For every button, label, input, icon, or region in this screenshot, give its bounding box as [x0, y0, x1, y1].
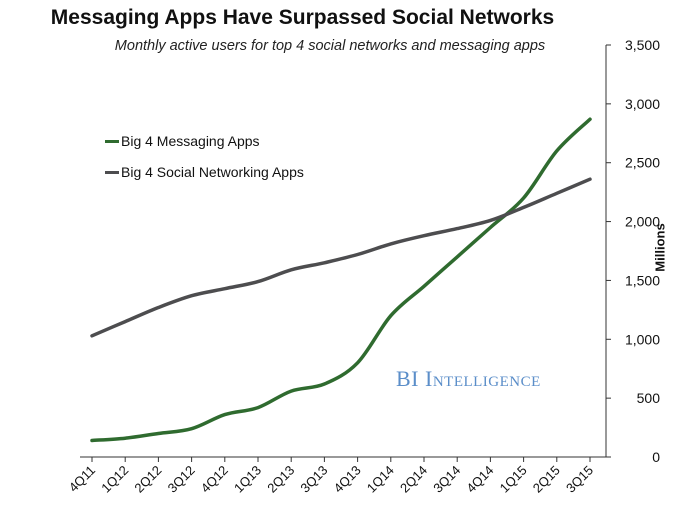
bi-intelligence-watermark: BI Intelligence	[396, 366, 541, 391]
y-tick-label: 2,000	[625, 214, 660, 230]
y-axis-label: Millions	[652, 223, 668, 272]
x-tick-label: 3Q13	[297, 463, 330, 496]
y-tick-label: 0	[652, 449, 660, 465]
x-tick-label: 4Q11	[66, 463, 98, 495]
legend-swatch-social	[105, 170, 119, 174]
x-tick-label: 1Q12	[98, 463, 131, 496]
x-tick-label: 2Q14	[397, 463, 430, 496]
legend-label-social: Big 4 Social Networking Apps	[121, 164, 304, 180]
x-tick-label: 3Q14	[430, 463, 463, 496]
x-tick-label: 2Q15	[530, 463, 563, 496]
x-tick-label: 1Q13	[231, 463, 264, 496]
series-line-1	[90, 177, 592, 338]
y-tick-label: 3,500	[625, 37, 660, 53]
series-lines	[90, 117, 592, 443]
x-tick-label: 4Q14	[463, 463, 496, 496]
y-tick-label: 3,000	[625, 96, 660, 112]
x-axis: 4Q11 1Q12 2Q12 3Q12 4Q12 1Q13 2Q13 3Q13 4Q13 1Q14…	[66, 456, 606, 496]
x-tick-label: 4Q12	[198, 463, 231, 496]
x-tick-label: 2Q12	[131, 463, 164, 496]
x-tick-label: 2Q13	[264, 463, 297, 496]
legend-label-messaging: Big 4 Messaging Apps	[121, 133, 260, 149]
y-axis: 0 500 1,000 1,500 2,000 2,500 3,000 3,500	[605, 37, 661, 465]
x-tick-label: 1Q15	[497, 463, 530, 496]
y-tick-label: 2,500	[625, 155, 660, 171]
x-tick-label: 3Q12	[165, 463, 198, 496]
y-tick-label: 1,000	[625, 331, 660, 347]
chart-title: Messaging Apps Have Surpassed Social Net…	[50, 6, 555, 29]
legend-item-messaging: Big 4 Messaging Apps	[105, 131, 260, 151]
x-tick-label: 1Q14	[364, 463, 397, 496]
chart-subtitle: Monthly active users for top 4 social ne…	[114, 38, 546, 54]
y-tick-label: 500	[637, 390, 661, 406]
legend-item-social: Big 4 Social Networking Apps	[105, 162, 304, 182]
legend-swatch-messaging	[105, 139, 119, 143]
y-tick-label: 1,500	[625, 272, 660, 288]
x-tick-label: 3Q15	[563, 463, 596, 496]
x-tick-label: 4Q13	[331, 463, 364, 496]
